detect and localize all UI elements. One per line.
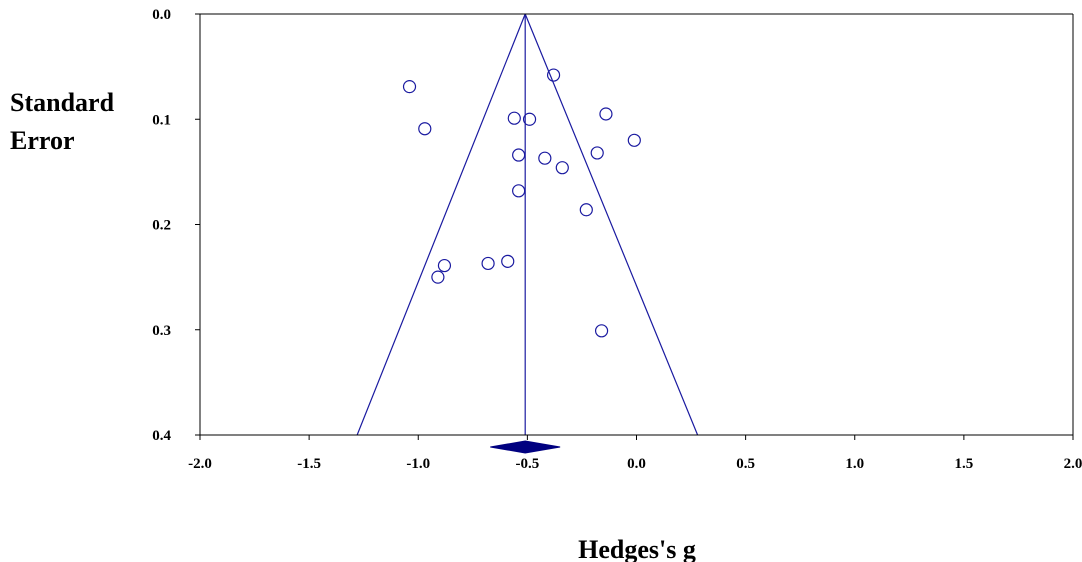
x-tick-label-8: 1.5 (955, 456, 974, 472)
funnel-left-line (356, 13, 526, 436)
x-tick-label-2: -1.5 (297, 456, 321, 472)
study-point-17 (501, 254, 515, 268)
study-point-4 (507, 111, 521, 125)
study-point-10 (555, 161, 569, 175)
study-point-14 (437, 258, 452, 273)
x-tick-label-7: 1.0 (845, 456, 864, 472)
x-tick-label-5: 0.0 (627, 456, 646, 472)
study-point-6 (599, 107, 613, 121)
study-point-5 (522, 112, 537, 126)
study-point-13 (579, 203, 593, 217)
y-axis-title-line-2: Error (10, 126, 75, 155)
study-point-11 (590, 146, 604, 160)
study-point-15 (431, 270, 445, 284)
summary-diamond (490, 440, 561, 454)
study-point-3 (418, 122, 432, 136)
study-point-18 (594, 324, 609, 338)
study-point-7 (627, 133, 641, 147)
y-tick-label-3: 0.2 (152, 218, 171, 234)
study-point-16 (481, 256, 495, 271)
study-point-2 (546, 68, 561, 82)
axes (195, 13, 1074, 440)
y-tick-label-4: 0.3 (152, 323, 171, 339)
funnel-right-line (524, 13, 699, 436)
y-tick-label-1: 0.0 (152, 7, 171, 23)
x-tick-label-3: -1.0 (406, 456, 430, 472)
y-tick-label-2: 0.1 (152, 112, 171, 128)
y-axis-title-line-1: Standard (10, 88, 115, 117)
x-tick-label-1: -2.0 (188, 456, 212, 472)
y-tick-label-5: 0.4 (152, 428, 171, 444)
x-tick-label-4: -0.5 (516, 456, 540, 472)
x-axis-title: Hedges's g (578, 535, 696, 562)
study-point-8 (512, 148, 526, 162)
study-point-9 (538, 151, 552, 165)
study-point-1 (402, 80, 417, 94)
study-point-12 (512, 184, 526, 198)
plot-area (356, 13, 699, 454)
x-tick-label-9: 2.0 (1064, 456, 1082, 472)
tick-labels: -2.0 -1.5 -1.0 -0.5 0.0 0.5 1.0 1.5 2.0 0.0 0.1 0.2… (152, 7, 1082, 472)
x-tick-label-6: 0.5 (736, 456, 755, 472)
